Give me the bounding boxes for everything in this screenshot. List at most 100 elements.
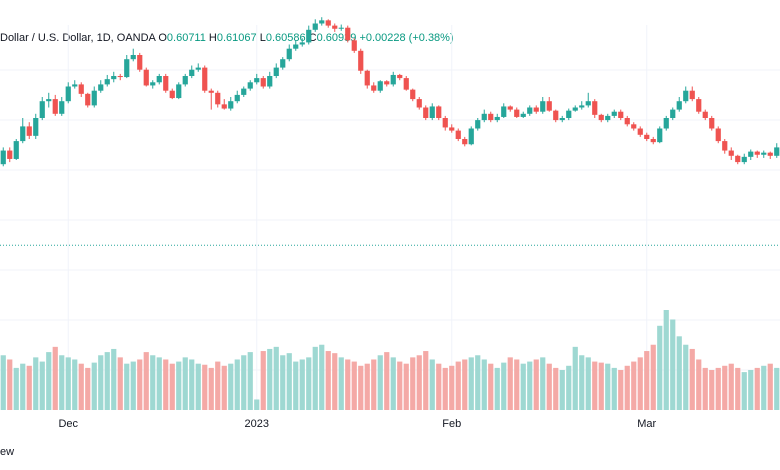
volume-bar <box>754 367 760 410</box>
candle <box>163 73 169 93</box>
candle <box>234 90 240 104</box>
candle <box>553 109 559 123</box>
candle-body <box>13 141 19 159</box>
candle-body <box>286 48 292 60</box>
candle-body <box>670 109 676 118</box>
candle-body <box>611 111 617 116</box>
candle-body <box>657 128 663 143</box>
volume-bar <box>611 367 617 410</box>
candle <box>429 103 435 121</box>
candle-body <box>176 84 182 99</box>
candle-body <box>98 84 104 91</box>
candle-body <box>7 150 13 159</box>
candle-body <box>449 127 455 131</box>
candle-body <box>143 69 149 86</box>
candle-body <box>189 69 195 76</box>
candle <box>202 65 208 93</box>
candle <box>384 80 390 87</box>
candle-body <box>221 104 227 109</box>
volume-bar <box>91 362 97 410</box>
candle <box>462 136 468 147</box>
volume-bar <box>624 365 630 410</box>
chart-grid <box>0 25 780 410</box>
candle <box>481 109 487 123</box>
candle-body <box>481 113 487 121</box>
x-tick-label: Feb <box>442 418 461 430</box>
candle-body <box>605 115 611 121</box>
candle-body <box>709 118 715 129</box>
candle <box>345 25 351 43</box>
candle <box>618 109 624 121</box>
candle <box>312 19 318 32</box>
volume-bar <box>7 359 13 410</box>
candle <box>13 139 19 160</box>
volume-bar <box>663 310 669 410</box>
volume-bar <box>13 367 19 410</box>
volume-bar <box>481 359 487 410</box>
candle <box>501 103 507 118</box>
candle-body <box>156 76 162 83</box>
candle <box>397 73 403 81</box>
volume-bar <box>650 344 656 410</box>
candle <box>657 126 663 144</box>
candle-body <box>507 106 513 110</box>
volume-bar <box>306 357 312 410</box>
volume-bar <box>312 346 318 410</box>
volume-bar <box>59 355 65 410</box>
candle <box>377 80 383 93</box>
candle-body <box>475 120 481 129</box>
volume-bar <box>501 362 507 410</box>
candle-body <box>644 134 650 139</box>
candle <box>325 19 331 28</box>
close-label: C <box>308 32 317 44</box>
candle <box>748 149 754 160</box>
volume-bar <box>761 365 767 410</box>
candle <box>52 94 58 116</box>
candle-body <box>702 111 708 118</box>
candle-body <box>579 105 585 108</box>
volume-bar <box>163 359 169 410</box>
volume-bar <box>0 355 6 410</box>
volume-bar <box>377 355 383 410</box>
candle-body <box>338 27 344 29</box>
volume-bar <box>130 361 136 410</box>
volume-bar <box>748 370 754 410</box>
candle <box>624 115 630 127</box>
candle-body <box>364 70 370 86</box>
candle <box>761 150 767 158</box>
candlesticks <box>0 17 780 167</box>
volume-bar <box>527 361 533 410</box>
candle <box>468 126 474 146</box>
candle-body <box>650 139 656 143</box>
candle-body <box>429 106 435 118</box>
volume-bar <box>150 355 156 410</box>
volume-bar <box>254 399 260 410</box>
candle-body <box>442 118 448 128</box>
volume-bar <box>735 367 741 410</box>
candle <box>176 82 182 100</box>
volume-bar <box>345 359 351 410</box>
candle-body <box>260 78 266 87</box>
open-label: O <box>158 32 167 44</box>
candle <box>514 107 520 118</box>
candle-body <box>598 114 604 121</box>
candle <box>449 124 455 133</box>
candle <box>715 126 721 144</box>
volume-bar <box>156 357 162 410</box>
candle-body <box>72 84 78 87</box>
candle-body <box>163 76 169 91</box>
candle-body <box>533 107 539 112</box>
candle <box>605 113 611 123</box>
watermark-text: ew <box>0 446 15 458</box>
candle <box>416 97 422 110</box>
candle-body <box>540 101 546 112</box>
candle <box>351 38 357 53</box>
candle-body <box>572 107 578 111</box>
candle <box>254 73 260 85</box>
volume-bar <box>462 359 468 410</box>
candle-body <box>696 99 702 112</box>
volume-bar <box>111 348 117 410</box>
candle <box>65 82 71 104</box>
candle <box>585 92 591 108</box>
